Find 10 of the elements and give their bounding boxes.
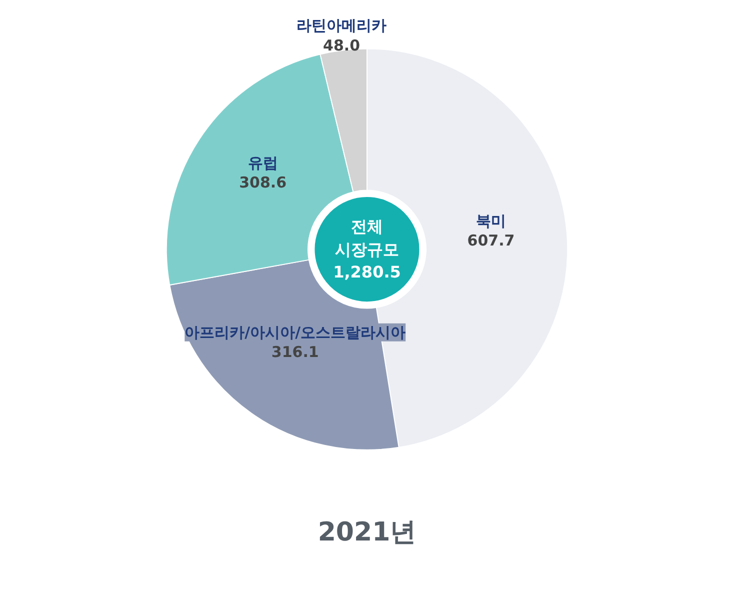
- slice-label: 북미: [476, 212, 506, 230]
- data-label: 607.7: [467, 232, 515, 250]
- slice-label: 아프리카/아시아/오스트랄라시아: [184, 323, 406, 342]
- slice-label: 유럽: [248, 154, 278, 172]
- data-label: 316.1: [271, 343, 319, 362]
- slice-label: 라틴아메리카: [296, 16, 387, 35]
- text: 전체 시장규모 1,280.5: [333, 217, 401, 282]
- data-label: 48.0: [323, 36, 360, 54]
- text: 2021년: [318, 518, 416, 548]
- data-label: 308.6: [239, 174, 287, 192]
